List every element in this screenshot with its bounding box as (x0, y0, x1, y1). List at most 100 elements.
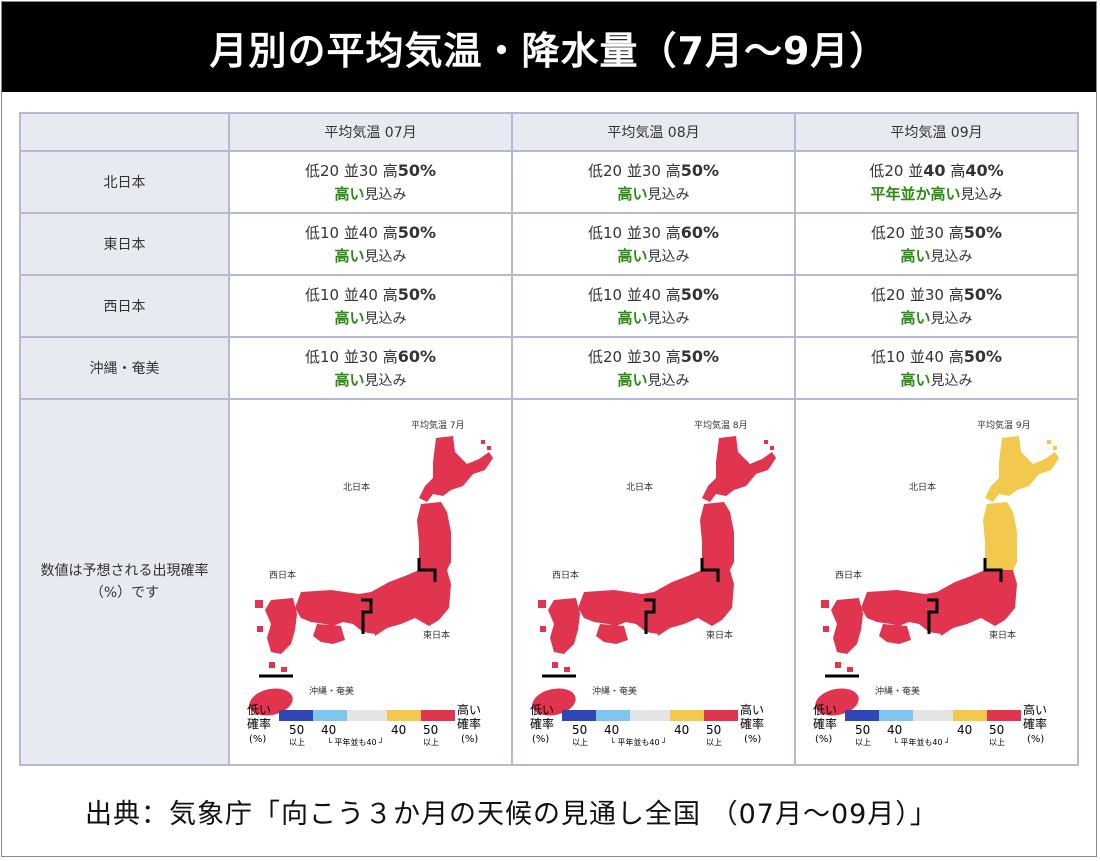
normal-label: 並 (908, 161, 924, 180)
tohoku-shape (416, 502, 451, 570)
okinawa-shape (531, 688, 576, 716)
map-title: 平均気温 7月 (411, 419, 465, 431)
legend-low-label: 低い (247, 703, 271, 717)
map-label-okinawa: 沖縄・奄美 (309, 685, 354, 697)
outlook-suffix: 見込み (647, 310, 690, 327)
legend-swatch-low-light (878, 710, 913, 721)
map-note-line-1: 数値は予想される出現確率 (40, 563, 209, 579)
probability-legend: 低い 確率 (%) 高い 確率 (%) 50 以上 40 40 50 以上 └ … (813, 702, 1047, 747)
high-label: 高 (382, 223, 398, 242)
legend-high-unit: (%) (461, 734, 478, 745)
high-label: 高 (382, 347, 398, 366)
legend-normal-note: └ 平年並も40 ┘ (327, 737, 384, 747)
outlook-suffix: 見込み (364, 248, 407, 265)
column-header-august: 平均気温 08月 (511, 112, 796, 152)
low-prob: 低20 (870, 285, 906, 304)
map-cell-july: 平均気温 7月 北日本 西日本 東日本 沖縄・奄美 低い 確率 (%) (228, 398, 513, 766)
legend-high-label: 高い (740, 702, 764, 717)
legend-high-unit: (%) (1027, 734, 1044, 745)
legend-swatch-normal (912, 710, 953, 721)
legend-low-unit: (%) (815, 734, 832, 745)
legend-swatch-low-light (595, 710, 630, 721)
low-prob: 低20 (870, 223, 906, 242)
normal-prob: 並30 (626, 161, 661, 180)
legend-swatch-normal (629, 710, 670, 721)
column-header-july: 平均気温 07月 (228, 112, 513, 152)
map-label-east: 東日本 (706, 629, 733, 641)
legend-num-50-high: 50 (706, 723, 721, 737)
outlook-text: 高い (617, 308, 648, 327)
high-prob: 50% (397, 222, 437, 242)
forecast-cell: 低10 並40 高50% 高い見込み (228, 212, 513, 276)
high-label: 高 (665, 161, 681, 180)
normal-prob: 並30 (343, 347, 378, 366)
high-prob: 50% (963, 222, 1003, 242)
legend-num-50-low: 50 (289, 723, 304, 737)
legend-num-40-high: 40 (957, 723, 972, 737)
outlook-text: 高い (900, 246, 931, 265)
legend-swatch-high-light (386, 710, 421, 721)
west-japan-shape (254, 590, 375, 672)
legend-swatch-normal (346, 710, 387, 721)
high-label: 高 (950, 161, 966, 180)
low-prob: 低20 (587, 161, 623, 180)
legend-normal-note: └ 平年並も40 ┘ (610, 737, 667, 747)
legend-swatch-low-dark (844, 710, 879, 721)
legend-num-50-high: 50 (423, 723, 438, 737)
region-label-okinawa: 沖縄・奄美 (19, 336, 230, 400)
map-label-west: 西日本 (552, 569, 579, 581)
probability-legend: 低い 確率 (%) 高い 確率 (%) 50 以上 40 40 50 以上 └ … (247, 702, 481, 747)
high-prob: 60% (397, 346, 437, 366)
hokkaido-shape (418, 436, 493, 502)
japan-map: 平均気温 8月 北日本 西日本 東日本 沖縄・奄美 低い 確率 (%) (530, 419, 776, 747)
outlook-text: 高い (334, 370, 365, 389)
legend-low-rate: 確率 (813, 716, 837, 731)
map-label-west: 西日本 (835, 569, 862, 581)
table-row-north: 北日本 低20 並30 高50% 高い見込み 低20 並30 高50% 高い見込… (19, 150, 1079, 214)
page-title: 月別の平均気温・降水量（7月～9月） (2, 2, 1096, 92)
legend-num-40-high: 40 (674, 723, 689, 737)
map-label-west: 西日本 (269, 569, 296, 581)
legend-high-rate: 確率 (740, 716, 764, 731)
normal-prob: 並30 (626, 223, 661, 242)
high-label: 高 (948, 223, 964, 242)
outlook-text: 高い (900, 370, 931, 389)
legend-num-50-high: 50 (989, 723, 1004, 737)
legend-swatch-high-dark (986, 710, 1021, 721)
east-west-border (643, 598, 655, 634)
legend-high-label: 高い (457, 702, 481, 717)
east-japan-shape (358, 570, 451, 636)
outlook-suffix: 見込み (364, 372, 407, 389)
high-label: 高 (665, 285, 681, 304)
high-label: 高 (948, 347, 964, 366)
normal-prob: 40 (923, 160, 946, 180)
map-label-okinawa: 沖縄・奄美 (592, 685, 637, 697)
east-japan-shape (641, 570, 734, 636)
low-prob: 低10 (304, 347, 340, 366)
map-label-okinawa: 沖縄・奄美 (875, 685, 920, 697)
high-prob: 50% (963, 346, 1003, 366)
forecast-cell: 低10 並40 高50% 高い見込み (228, 274, 513, 338)
normal-prob: 並30 (626, 347, 661, 366)
low-prob: 低10 (870, 347, 906, 366)
legend-num-50-low: 50 (572, 723, 587, 737)
legend-num-40-low: 40 (321, 723, 336, 737)
outlook-text: 高い (334, 184, 365, 203)
high-prob: 50% (397, 160, 437, 180)
high-prob: 40% (965, 160, 1004, 180)
forecast-cell: 低10 並30 高60% 高い見込み (228, 336, 513, 400)
source-citation: 出典：気象庁「向こう３か月の天候の見通し全国 （07月～09月）」 (85, 799, 938, 830)
high-label: 高 (665, 347, 681, 366)
legend-swatch-high-light (669, 710, 704, 721)
forecast-cell: 低10 並40 高50% 高い見込み (794, 336, 1079, 400)
forecast-cell: 低20 並30 高50% 高い見込み (511, 150, 796, 214)
map-title: 平均気温 8月 (694, 419, 748, 431)
corner-header (19, 112, 230, 152)
high-prob: 50% (963, 284, 1003, 304)
japan-map: 平均気温 9月 北日本 西日本 東日本 沖縄・奄美 低い 確率 (%) (813, 419, 1059, 747)
forecast-cell: 低20 並30 高50% 高い見込み (228, 150, 513, 214)
normal-prob: 並30 (909, 223, 944, 242)
forecast-cell: 低20 並30 高50% 高い見込み (794, 212, 1079, 276)
legend-low-rate: 確率 (247, 716, 271, 731)
